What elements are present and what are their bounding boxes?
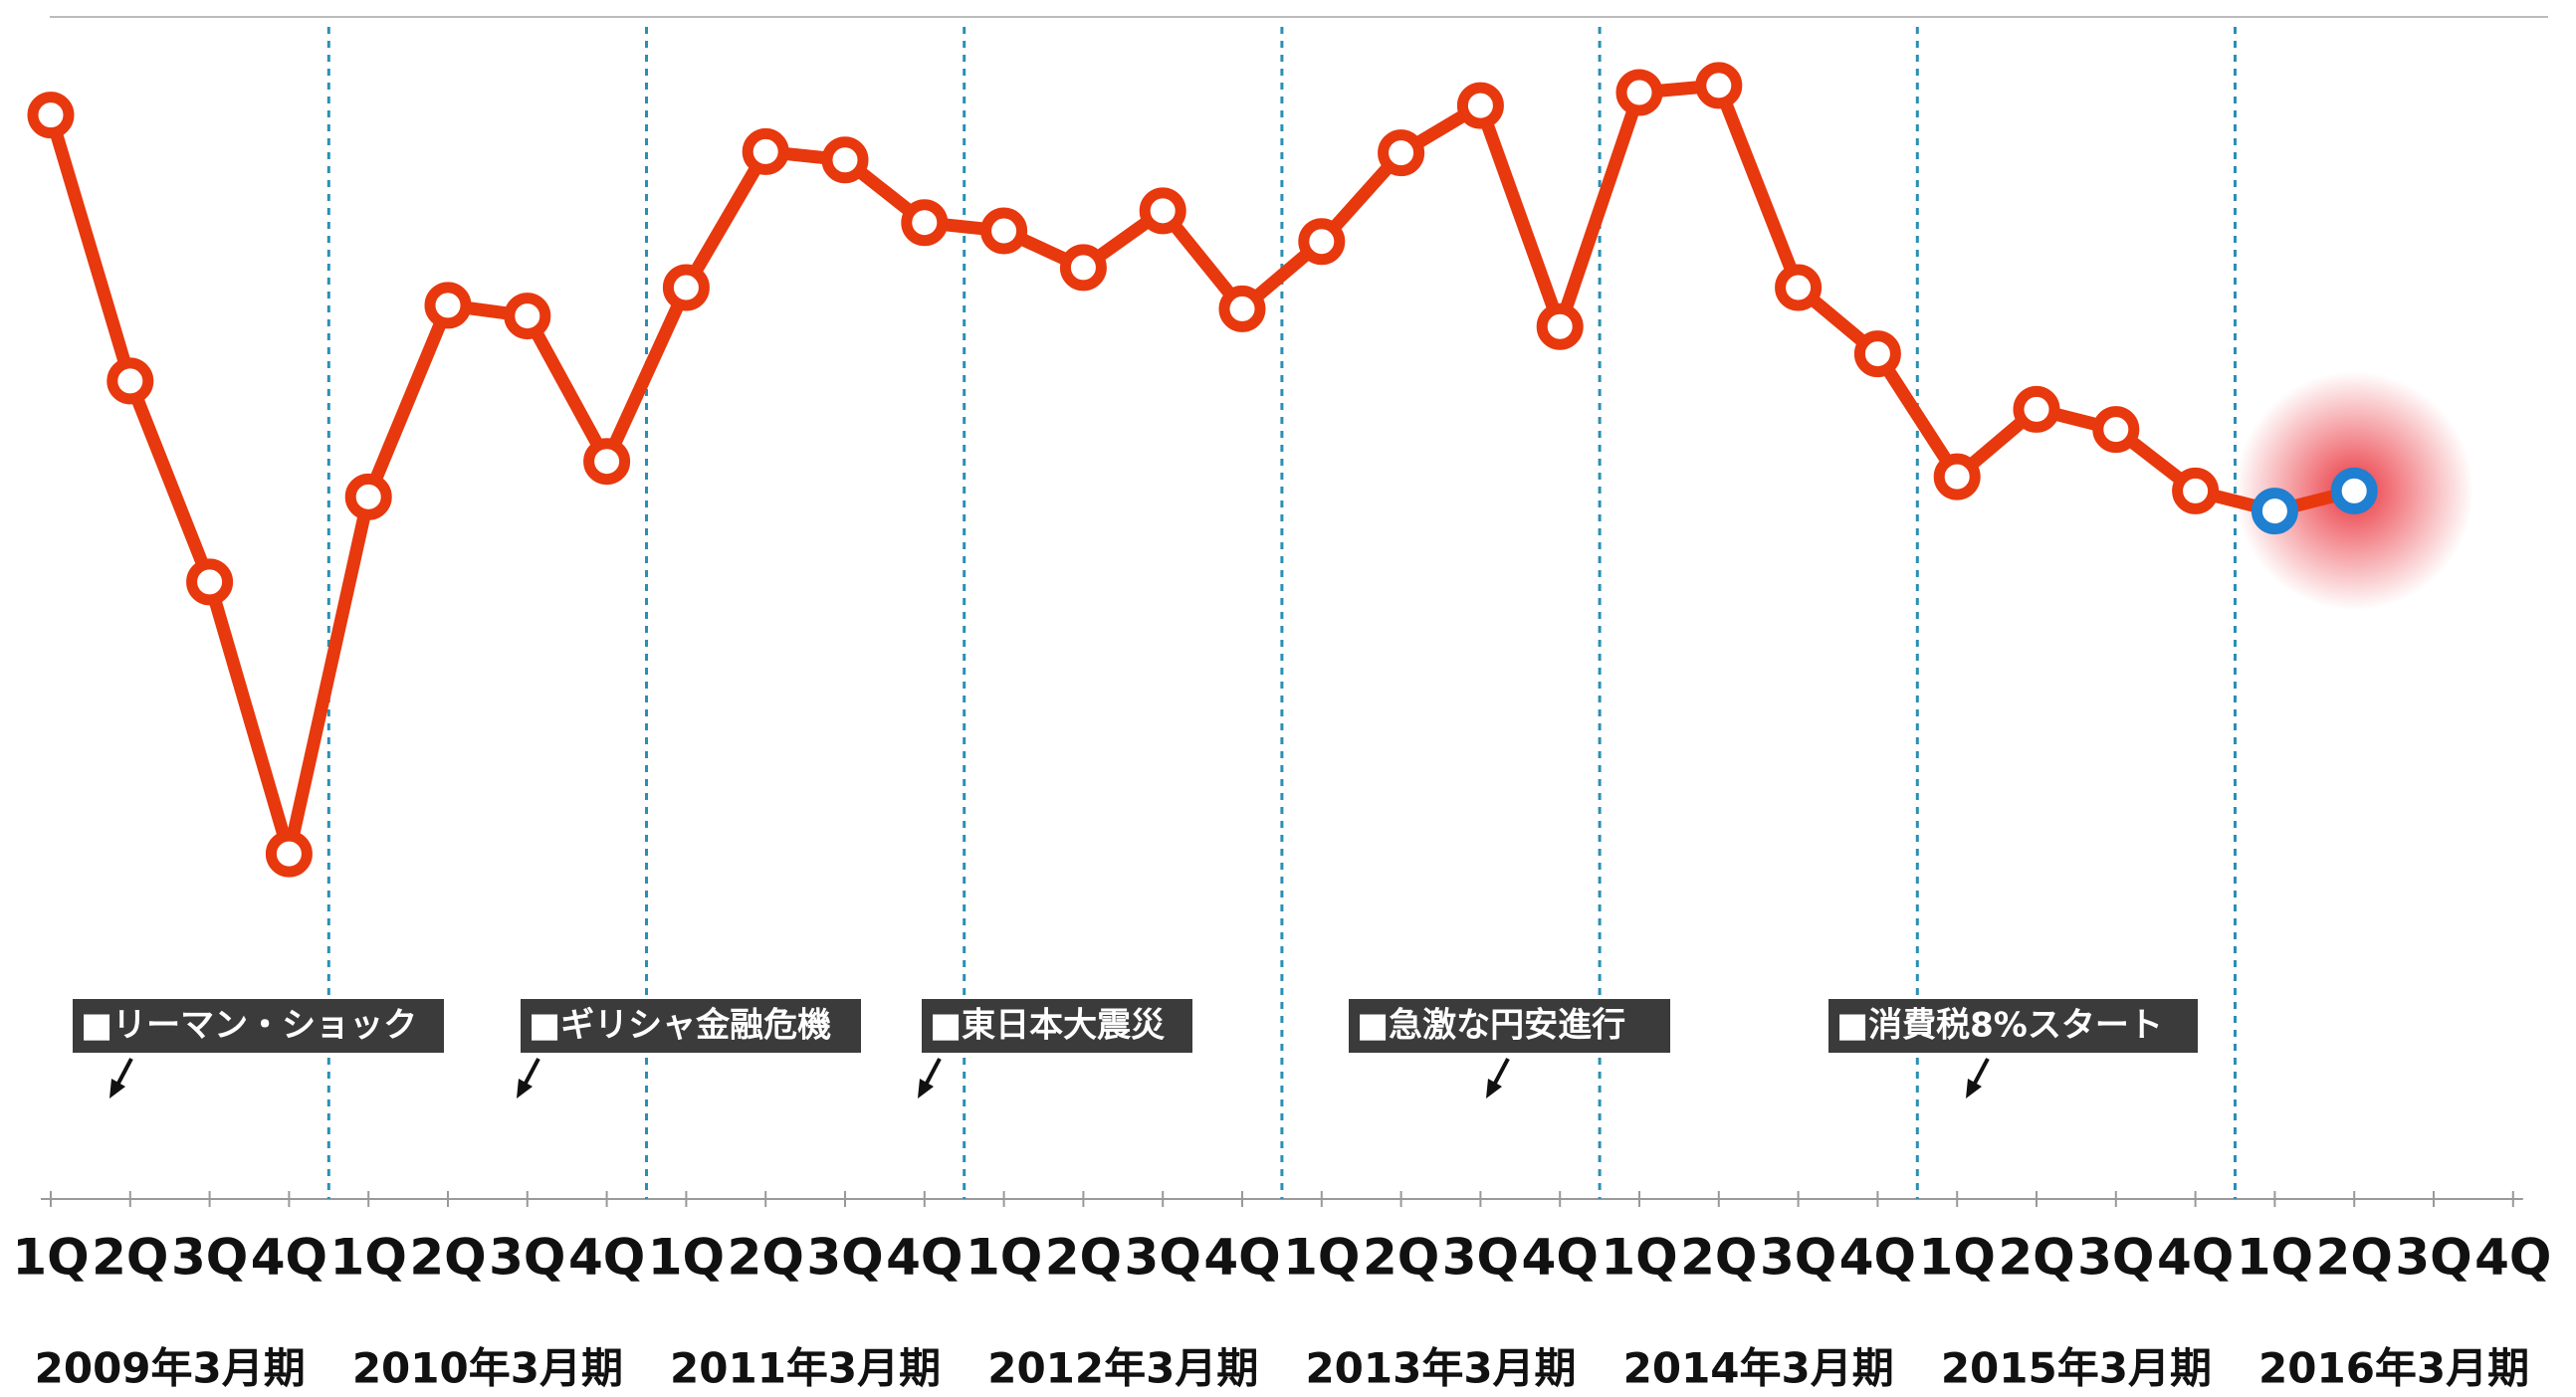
x-tick-label: 4Q: [1203, 1229, 1280, 1287]
annotation-box: [73, 999, 444, 1053]
data-point: [424, 282, 472, 329]
annotation-box: [922, 999, 1192, 1053]
x-tick-label: 3Q: [1760, 1229, 1836, 1287]
year-label: 2015年3月期: [1941, 1344, 2212, 1393]
annotation-arrowhead: [918, 1079, 934, 1098]
x-tick-label: 4Q: [2157, 1229, 2234, 1287]
x-tick-label: 2Q: [1680, 1229, 1757, 1287]
data-point: [1298, 218, 1346, 266]
data-point: [186, 558, 234, 606]
x-tick-label: 2Q: [2316, 1229, 2393, 1287]
data-point: [344, 473, 392, 520]
data-point: [1933, 453, 1981, 500]
x-tick-label: 3Q: [2395, 1229, 2471, 1287]
data-point: [1456, 82, 1504, 129]
series-line: [44, 79, 2356, 861]
data-point: [1853, 330, 1901, 378]
x-tick-label: 1Q: [330, 1229, 407, 1287]
x-tick-label: 4Q: [1839, 1229, 1916, 1287]
x-tick-label: 2Q: [92, 1229, 168, 1287]
data-point: [821, 136, 869, 184]
annotation-text: ■ギリシャ金融危機: [529, 1006, 831, 1046]
annotation-box: [1828, 999, 2198, 1053]
x-tick-label: 4Q: [1522, 1229, 1599, 1287]
annotation-text: ■東日本大震災: [930, 1006, 1165, 1046]
x-tick-label: 1Q: [966, 1229, 1042, 1287]
x-tick-label: 2Q: [409, 1229, 486, 1287]
data-point: [2013, 385, 2060, 433]
data-point: [1615, 69, 1663, 116]
annotation-arrowhead: [517, 1079, 533, 1098]
x-tick-label: 4Q: [568, 1229, 645, 1287]
data-point: [265, 830, 313, 878]
x-tick-label: 2Q: [1998, 1229, 2074, 1287]
data-point: [1059, 244, 1107, 292]
x-tick-label: 2Q: [1363, 1229, 1439, 1287]
x-tick-label: 1Q: [648, 1229, 725, 1287]
x-tick-label: 3Q: [1125, 1229, 1201, 1287]
data-point: [742, 127, 789, 175]
x-tick-label: 4Q: [2474, 1229, 2551, 1287]
x-tick-label: 3Q: [489, 1229, 565, 1287]
year-label: 2014年3月期: [1623, 1344, 1894, 1393]
data-point: [583, 438, 631, 486]
year-label: 2009年3月期: [35, 1344, 306, 1393]
data-point: [2172, 467, 2220, 514]
x-tick-label: 1Q: [1601, 1229, 1677, 1287]
x-tick-label: 3Q: [171, 1229, 248, 1287]
x-tick-label: 3Q: [2077, 1229, 2154, 1287]
data-point: [980, 207, 1028, 255]
x-tick-label: 2Q: [728, 1229, 804, 1287]
x-tick-label: 1Q: [1283, 1229, 1360, 1287]
year-label: 2010年3月期: [352, 1344, 623, 1393]
year-label: 2011年3月期: [670, 1344, 941, 1393]
annotation-text: ■リーマン・ショック: [81, 1006, 417, 1046]
data-point: [1218, 285, 1266, 332]
data-point: [901, 199, 949, 247]
x-tick-label: 4Q: [251, 1229, 327, 1287]
x-tick-label: 2Q: [1045, 1229, 1122, 1287]
annotation-arrowhead: [1966, 1079, 1982, 1098]
year-label: 2013年3月期: [1305, 1344, 1576, 1393]
x-tick-label: 1Q: [2237, 1229, 2313, 1287]
x-tick-label: 4Q: [886, 1229, 963, 1287]
data-point: [2330, 467, 2378, 514]
annotation-box: [521, 999, 861, 1053]
annotation-box: [1349, 999, 1670, 1053]
data-point: [1775, 264, 1823, 311]
data-point: [2092, 406, 2140, 454]
year-label: 2012年3月期: [987, 1344, 1258, 1393]
data-point: [1378, 129, 1425, 177]
data-point: [1139, 187, 1186, 235]
x-tick-label: 3Q: [806, 1229, 883, 1287]
annotation-arrowhead: [109, 1079, 125, 1098]
data-point: [504, 293, 551, 340]
data-point: [107, 357, 154, 405]
x-tick-label: 1Q: [1919, 1229, 1996, 1287]
data-point: [662, 264, 710, 311]
data-point: [1695, 62, 1743, 109]
data-point: [27, 92, 75, 139]
annotation-text: ■急激な円安進行: [1357, 1006, 1625, 1046]
annotation-arrowhead: [1486, 1079, 1502, 1098]
x-tick-label: 3Q: [1442, 1229, 1519, 1287]
x-tick-label: 1Q: [12, 1229, 89, 1287]
data-point: [1536, 302, 1584, 350]
data-point: [2251, 488, 2298, 535]
year-label: 2016年3月期: [2258, 1344, 2529, 1393]
annotation-text: ■消費税8%スタート: [1836, 1006, 2163, 1046]
